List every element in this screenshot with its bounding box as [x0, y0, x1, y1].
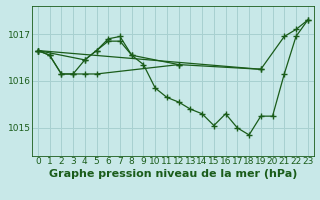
- X-axis label: Graphe pression niveau de la mer (hPa): Graphe pression niveau de la mer (hPa): [49, 169, 297, 179]
